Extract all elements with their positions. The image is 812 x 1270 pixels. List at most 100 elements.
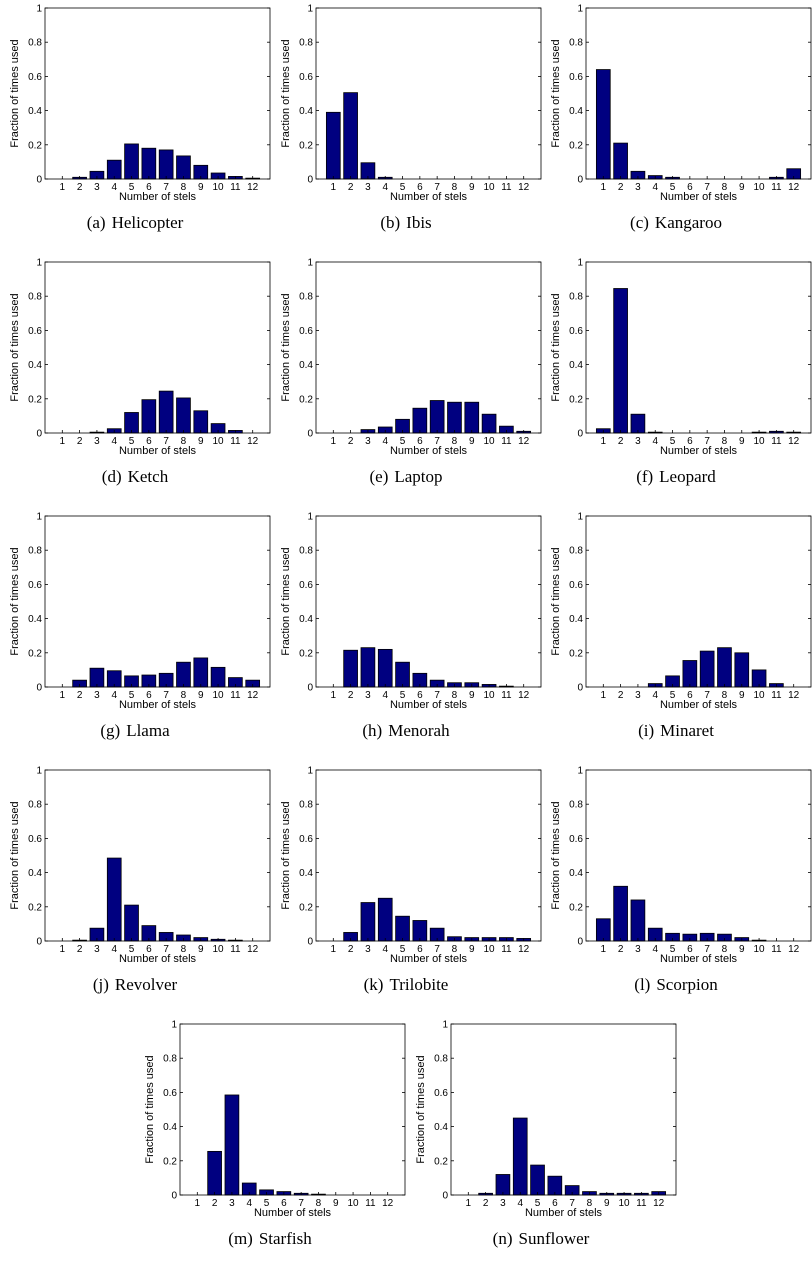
y-tick-label: 0.8 bbox=[28, 292, 42, 303]
x-tick-label: 2 bbox=[77, 690, 83, 701]
x-tick-label: 10 bbox=[484, 944, 496, 955]
y-tick-label: 0 bbox=[307, 175, 313, 186]
bar bbox=[325, 111, 341, 180]
x-tick-label: 5 bbox=[400, 944, 406, 955]
bar bbox=[141, 399, 157, 434]
caption-letter: (l) bbox=[634, 975, 651, 994]
x-tick-label: 12 bbox=[518, 182, 530, 193]
y-tick-label: 0.6 bbox=[299, 326, 313, 337]
x-tick-label: 5 bbox=[670, 182, 676, 193]
bar bbox=[158, 149, 174, 180]
y-tick-label: 0.2 bbox=[299, 902, 313, 913]
y-axis-label: Fraction of times used bbox=[9, 547, 21, 655]
y-tick-label: 0.4 bbox=[299, 106, 313, 117]
x-tick-label: 8 bbox=[452, 690, 458, 701]
y-tick-label: 0.4 bbox=[569, 106, 583, 117]
y-tick-label: 0.8 bbox=[28, 800, 42, 811]
subfigure-caption: (n) Sunflower bbox=[406, 1229, 676, 1249]
x-tick-label: 11 bbox=[230, 182, 241, 193]
x-tick-label: 9 bbox=[469, 690, 475, 701]
x-tick-label: 7 bbox=[163, 944, 169, 955]
bar bbox=[512, 1117, 528, 1196]
y-tick-label: 1 bbox=[36, 258, 42, 269]
bar bbox=[530, 1164, 545, 1196]
x-tick-label: 4 bbox=[652, 944, 658, 955]
subfigure-caption: (f) Leopard bbox=[541, 467, 811, 487]
x-tick-label: 7 bbox=[434, 436, 440, 447]
x-tick-label: 3 bbox=[94, 944, 100, 955]
x-tick-label: 7 bbox=[569, 1198, 575, 1209]
subfigure-caption: (l) Scorpion bbox=[541, 975, 811, 995]
x-tick-label: 2 bbox=[618, 436, 624, 447]
bar bbox=[595, 69, 611, 180]
x-tick-label: 9 bbox=[198, 690, 204, 701]
bar bbox=[106, 857, 122, 942]
x-tick-label: 4 bbox=[111, 436, 117, 447]
x-tick-label: 11 bbox=[230, 436, 241, 447]
x-tick-label: 4 bbox=[382, 436, 388, 447]
y-tick-label: 0.8 bbox=[299, 800, 313, 811]
axes-box bbox=[44, 515, 271, 688]
x-tick-label: 3 bbox=[94, 690, 100, 701]
x-tick-label: 8 bbox=[316, 1198, 322, 1209]
x-tick-label: 10 bbox=[619, 1198, 631, 1209]
y-tick-label: 0.6 bbox=[28, 72, 42, 83]
y-tick-label: 0.6 bbox=[28, 580, 42, 591]
x-tick-label: 5 bbox=[670, 436, 676, 447]
caption-letter: (e) bbox=[369, 467, 389, 486]
y-tick-label: 0.4 bbox=[434, 1122, 448, 1133]
axes-box bbox=[315, 7, 542, 180]
y-tick-label: 0.2 bbox=[28, 902, 42, 913]
caption-text: Kangaroo bbox=[654, 213, 722, 232]
x-tick-label: 1 bbox=[60, 182, 66, 193]
y-axis-label: Fraction of times used bbox=[550, 39, 562, 147]
y-tick-label: 1 bbox=[307, 766, 313, 777]
x-tick-label: 11 bbox=[771, 436, 782, 447]
x-tick-label: 6 bbox=[687, 690, 693, 701]
x-tick-label: 2 bbox=[348, 690, 354, 701]
x-axis-label: Number of stels bbox=[390, 445, 468, 457]
y-tick-label: 0.2 bbox=[28, 140, 42, 151]
x-tick-label: 3 bbox=[365, 436, 371, 447]
chart-panel: 0 0.2 0.4 0.6 0.8 1 1 2 3 4 5 6 7 8 9 10 11 12 Number of s… bbox=[541, 254, 812, 508]
x-tick-label: 2 bbox=[77, 944, 83, 955]
bar bbox=[193, 410, 209, 434]
x-tick-label: 3 bbox=[94, 436, 100, 447]
subfigure-caption: (c) Kangaroo bbox=[541, 213, 811, 233]
x-tick-label: 7 bbox=[163, 436, 169, 447]
x-tick-label: 10 bbox=[754, 944, 766, 955]
y-axis-label: Fraction of times used bbox=[280, 39, 292, 147]
y-tick-label: 0.8 bbox=[28, 38, 42, 49]
x-axis-label: Number of stels bbox=[525, 1207, 603, 1219]
bar bbox=[176, 397, 191, 434]
caption-text: Sunflower bbox=[518, 1229, 590, 1248]
caption-letter: (f) bbox=[636, 467, 654, 486]
x-axis-label: Number of stels bbox=[660, 953, 738, 965]
x-tick-label: 11 bbox=[501, 182, 512, 193]
x-tick-label: 1 bbox=[60, 944, 66, 955]
x-tick-label: 6 bbox=[417, 436, 423, 447]
y-tick-label: 0.8 bbox=[569, 800, 583, 811]
x-tick-label: 8 bbox=[452, 436, 458, 447]
y-axis-label: Fraction of times used bbox=[9, 293, 21, 401]
x-tick-label: 1 bbox=[60, 690, 66, 701]
chart-panel: 0 0.2 0.4 0.6 0.8 1 1 2 3 4 5 6 7 8 9 10 11 12 Number of s… bbox=[0, 508, 271, 762]
y-tick-label: 1 bbox=[577, 766, 583, 777]
caption-text: Ketch bbox=[127, 467, 169, 486]
x-tick-label: 12 bbox=[518, 690, 530, 701]
x-tick-label: 5 bbox=[264, 1198, 270, 1209]
x-tick-label: 6 bbox=[687, 436, 693, 447]
x-tick-label: 2 bbox=[618, 182, 624, 193]
bar bbox=[613, 288, 628, 434]
y-tick-label: 0 bbox=[307, 683, 313, 694]
chart-panel: 0 0.2 0.4 0.6 0.8 1 1 2 3 4 5 6 7 8 9 10 11 12 Number of s… bbox=[135, 1016, 406, 1270]
x-tick-label: 6 bbox=[281, 1198, 287, 1209]
x-tick-label: 11 bbox=[501, 690, 512, 701]
y-tick-label: 0.8 bbox=[299, 546, 313, 557]
subfigure-caption: (a) Helicopter bbox=[0, 213, 270, 233]
x-tick-label: 3 bbox=[365, 944, 371, 955]
subfigure-caption: (b) Ibis bbox=[271, 213, 541, 233]
chart-panel: 0 0.2 0.4 0.6 0.8 1 1 2 3 4 5 6 7 8 9 10 11 12 Number of s… bbox=[271, 762, 542, 1016]
